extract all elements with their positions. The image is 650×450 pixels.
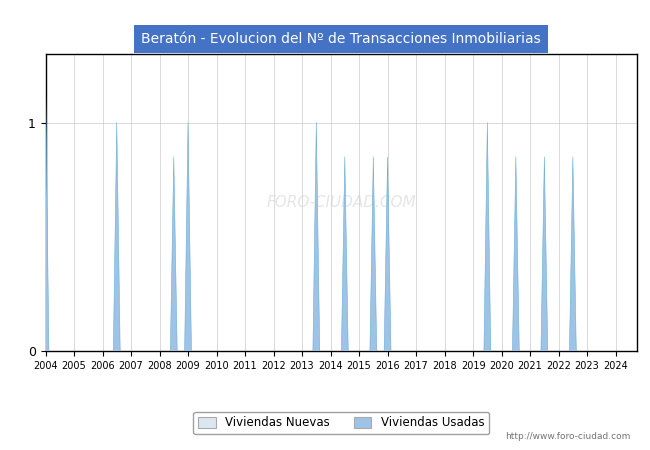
Text: http://www.foro-ciudad.com: http://www.foro-ciudad.com xyxy=(505,432,630,441)
Polygon shape xyxy=(484,122,491,351)
Text: FORO-CIUDAD.COM: FORO-CIUDAD.COM xyxy=(266,195,416,210)
Polygon shape xyxy=(42,77,49,351)
Polygon shape xyxy=(113,122,120,351)
Polygon shape xyxy=(541,157,548,351)
Polygon shape xyxy=(170,157,177,351)
Polygon shape xyxy=(512,157,519,351)
Polygon shape xyxy=(313,122,320,351)
Polygon shape xyxy=(341,157,348,351)
Polygon shape xyxy=(569,157,577,351)
Polygon shape xyxy=(185,122,192,351)
Title: Beratón - Evolucion del Nº de Transacciones Inmobiliarias: Beratón - Evolucion del Nº de Transaccio… xyxy=(142,32,541,46)
Polygon shape xyxy=(370,157,377,351)
Polygon shape xyxy=(384,157,391,351)
Legend: Viviendas Nuevas, Viviendas Usadas: Viviendas Nuevas, Viviendas Usadas xyxy=(194,412,489,434)
